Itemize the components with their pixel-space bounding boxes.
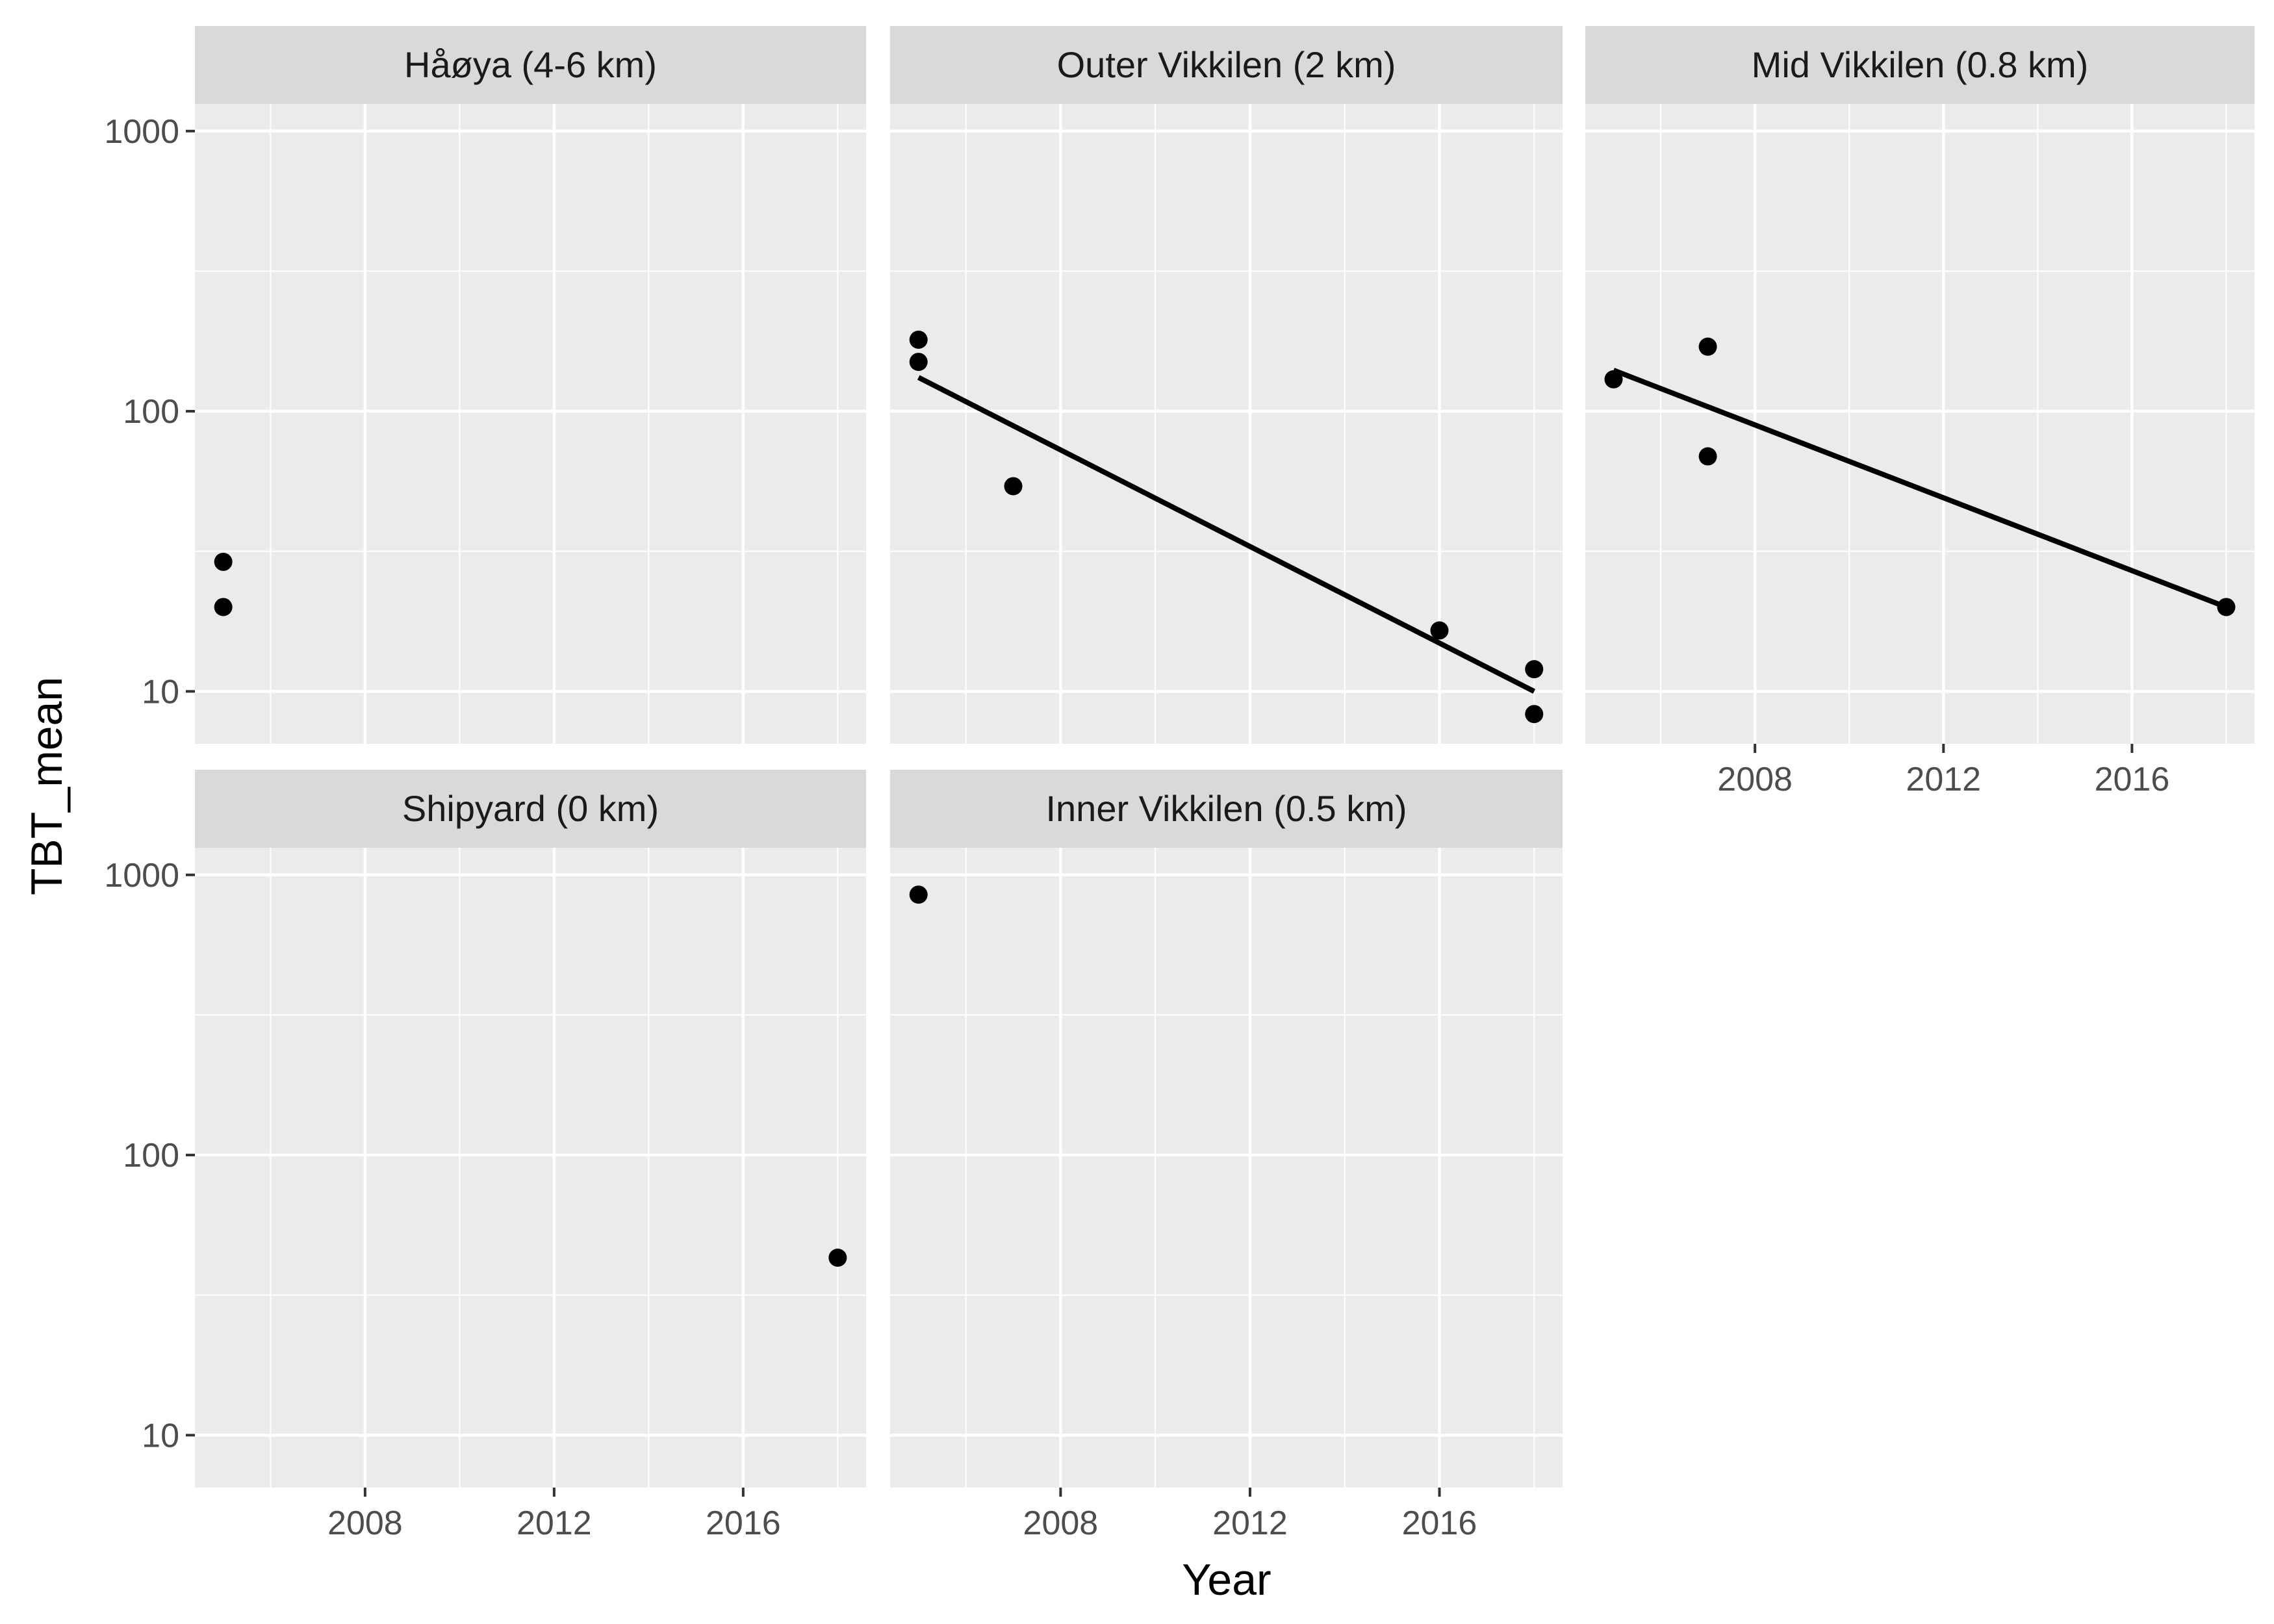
x-tick-label: 2012	[517, 1504, 592, 1542]
facet-strip	[195, 26, 866, 104]
data-point	[1525, 705, 1544, 724]
y-tick-label: 100	[123, 1137, 179, 1174]
panel-background	[890, 104, 1563, 744]
data-point	[2217, 598, 2236, 616]
x-axis-title: Year	[1182, 1555, 1271, 1605]
x-tick-label: 2012	[1906, 761, 1981, 798]
facet-strip	[890, 770, 1563, 848]
x-tick-label: 2016	[2095, 761, 2170, 798]
x-tick-label: 2008	[327, 1504, 403, 1542]
data-point	[214, 552, 233, 571]
x-tick-label: 2016	[1402, 1504, 1477, 1542]
facet-strip	[890, 26, 1563, 104]
data-point	[909, 885, 928, 904]
data-point	[1004, 477, 1023, 496]
facet-title: Mid Vikkilen (0.8 km)	[1752, 44, 2089, 85]
data-point	[909, 353, 928, 372]
trend-line	[1613, 368, 2227, 610]
data-point	[214, 598, 233, 616]
panel-background	[195, 104, 866, 744]
y-tick-label: 10	[142, 1417, 179, 1454]
x-tick-label: 2012	[1212, 1504, 1288, 1542]
x-tick-label: 2008	[1717, 761, 1793, 798]
facet-title: Shipyard (0 km)	[402, 788, 659, 829]
y-tick-label: 100	[123, 393, 179, 431]
data-point	[909, 330, 928, 349]
data-point	[828, 1249, 847, 1267]
data-point	[1698, 337, 1717, 356]
y-tick-label: 1000	[104, 113, 179, 151]
data-point	[1698, 447, 1717, 466]
facet-strip	[1585, 26, 2255, 104]
x-tick-label: 2008	[1023, 1504, 1099, 1542]
y-axis-title: TBT_mean	[22, 677, 71, 895]
x-tick-label: 2016	[706, 1504, 781, 1542]
facet-title: Outer Vikkilen (2 km)	[1057, 44, 1396, 85]
data-point	[1525, 660, 1544, 679]
panel-background	[1585, 104, 2255, 744]
facet-title: Håøya (4-6 km)	[404, 44, 657, 85]
trend-line	[917, 375, 1536, 694]
facet-strip	[195, 770, 866, 848]
panel-background	[890, 848, 1563, 1488]
facet-title: Inner Vikkilen (0.5 km)	[1045, 788, 1407, 829]
data-point	[1604, 370, 1623, 388]
panel-background	[195, 848, 866, 1488]
y-tick-label: 10	[142, 673, 179, 711]
y-tick-label: 1000	[104, 857, 179, 894]
data-point	[1430, 621, 1449, 640]
